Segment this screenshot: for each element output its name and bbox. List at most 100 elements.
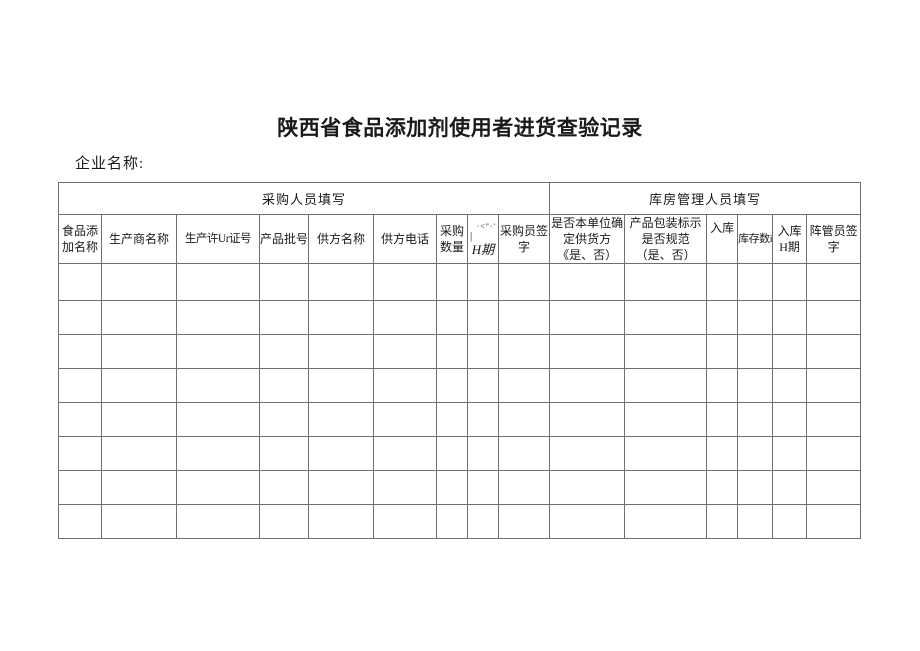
table-cell (259, 504, 309, 539)
table-cell (624, 436, 708, 471)
header-text: 数量 (439, 240, 464, 254)
header-text: 采购 (439, 224, 464, 238)
table-cell (308, 504, 374, 539)
table-cell (436, 470, 468, 505)
column-header-purchaser-signature: 采购员签 字 (497, 214, 551, 264)
table-cell (806, 368, 862, 403)
table-cell (436, 368, 468, 403)
table-cell (101, 334, 177, 369)
table-cell (373, 470, 437, 505)
table-cell (549, 300, 626, 335)
company-name-label: 企业名称: (75, 156, 145, 172)
table-cell (308, 368, 374, 403)
column-header-warehouse-entry: 入库 (706, 214, 739, 264)
header-text: 采购员签 (500, 224, 549, 238)
table-cell (772, 368, 808, 403)
column-header-warehouse-keeper-signature: 阵管员签 字 (806, 214, 862, 264)
table-cell (772, 436, 808, 471)
table-cell (706, 504, 739, 539)
table-cell (436, 263, 468, 301)
table-cell (497, 402, 551, 437)
column-header-supplier-phone: 供方电话 (373, 214, 437, 264)
table-cell (101, 436, 177, 471)
table-cell (176, 300, 260, 335)
column-header-supplier-confirmed: 是否本单位确 定供货方 《是、否） (549, 214, 626, 264)
column-header-manufacturer-name: 生产商名称 (101, 214, 177, 264)
table-cell (308, 470, 374, 505)
table-cell (737, 436, 774, 471)
table-cell (101, 470, 177, 505)
table-cell (58, 402, 102, 437)
table-cell (624, 334, 708, 369)
table-cell (176, 470, 260, 505)
table-cell (101, 504, 177, 539)
table-cell (436, 300, 468, 335)
table-cell (706, 300, 739, 335)
table-row (58, 263, 862, 301)
table-cell (737, 368, 774, 403)
header-text: 生产商名称 (108, 232, 169, 246)
table-cell (176, 504, 260, 539)
table-cell (549, 368, 626, 403)
header-text: 供方名称 (316, 232, 365, 246)
table-cell (308, 402, 374, 437)
table-row (58, 470, 862, 505)
table-cell (806, 334, 862, 369)
table-cell (806, 300, 862, 335)
garbled-bar: | (470, 229, 473, 242)
table-cell (772, 300, 808, 335)
header-text: 阵管员签 (809, 224, 858, 238)
header-text: 产品包装标示 (629, 216, 702, 230)
table-cell (101, 263, 177, 301)
table-cell (467, 470, 499, 505)
table-body (58, 263, 862, 539)
table-cell (308, 263, 374, 301)
table-cell (58, 300, 102, 335)
table-cell (706, 470, 739, 505)
table-cell (549, 334, 626, 369)
table-cell (549, 402, 626, 437)
header-text: 是否本单位确 (551, 216, 624, 230)
table-group-header-row: 采购人员填写 库房管理人员填写 (57, 182, 862, 215)
header-text: 库存数i (738, 233, 773, 245)
table-cell (467, 504, 499, 539)
table-cell (308, 436, 374, 471)
header-text: 《是、否） (557, 248, 618, 262)
header-text: 定供货方 (563, 232, 612, 246)
column-header-product-batch-no: 产品批号 (259, 214, 309, 264)
table-cell (772, 504, 808, 539)
table-cell (101, 368, 177, 403)
table-row (58, 504, 862, 539)
table-cell (497, 436, 551, 471)
garbled-date-text: H期 (471, 241, 495, 257)
column-header-production-license-no: 生产许Ur证号 (176, 214, 260, 264)
table-cell (373, 334, 437, 369)
table-cell (259, 470, 309, 505)
header-text: 字 (827, 240, 840, 254)
table-cell (806, 402, 862, 437)
table-cell (176, 402, 260, 437)
table-cell (467, 368, 499, 403)
column-header-row: 食品添 加名称 生产商名称 生产许Ur证号 产品批号 供方名称 供方电话 (58, 214, 862, 264)
column-header-stock-quantity: 库存数i (737, 214, 774, 264)
table-cell (624, 402, 708, 437)
table-cell (624, 470, 708, 505)
table-cell (58, 436, 102, 471)
table-cell (259, 368, 309, 403)
group-header-procurement: 采购人员填写 (57, 182, 551, 215)
table-row (58, 300, 862, 335)
table-cell (706, 402, 739, 437)
table-cell (772, 470, 808, 505)
table-cell (259, 334, 309, 369)
header-text: 食品添 (61, 224, 98, 238)
header-text: 字 (518, 240, 531, 254)
page-title: 陕西省食品添加剂使用者进货查验记录 (277, 117, 643, 140)
table-cell (308, 334, 374, 369)
table-cell (497, 263, 551, 301)
table-cell (259, 436, 309, 471)
table-cell (549, 263, 626, 301)
table-cell (373, 300, 437, 335)
table-cell (706, 368, 739, 403)
table-cell (467, 334, 499, 369)
